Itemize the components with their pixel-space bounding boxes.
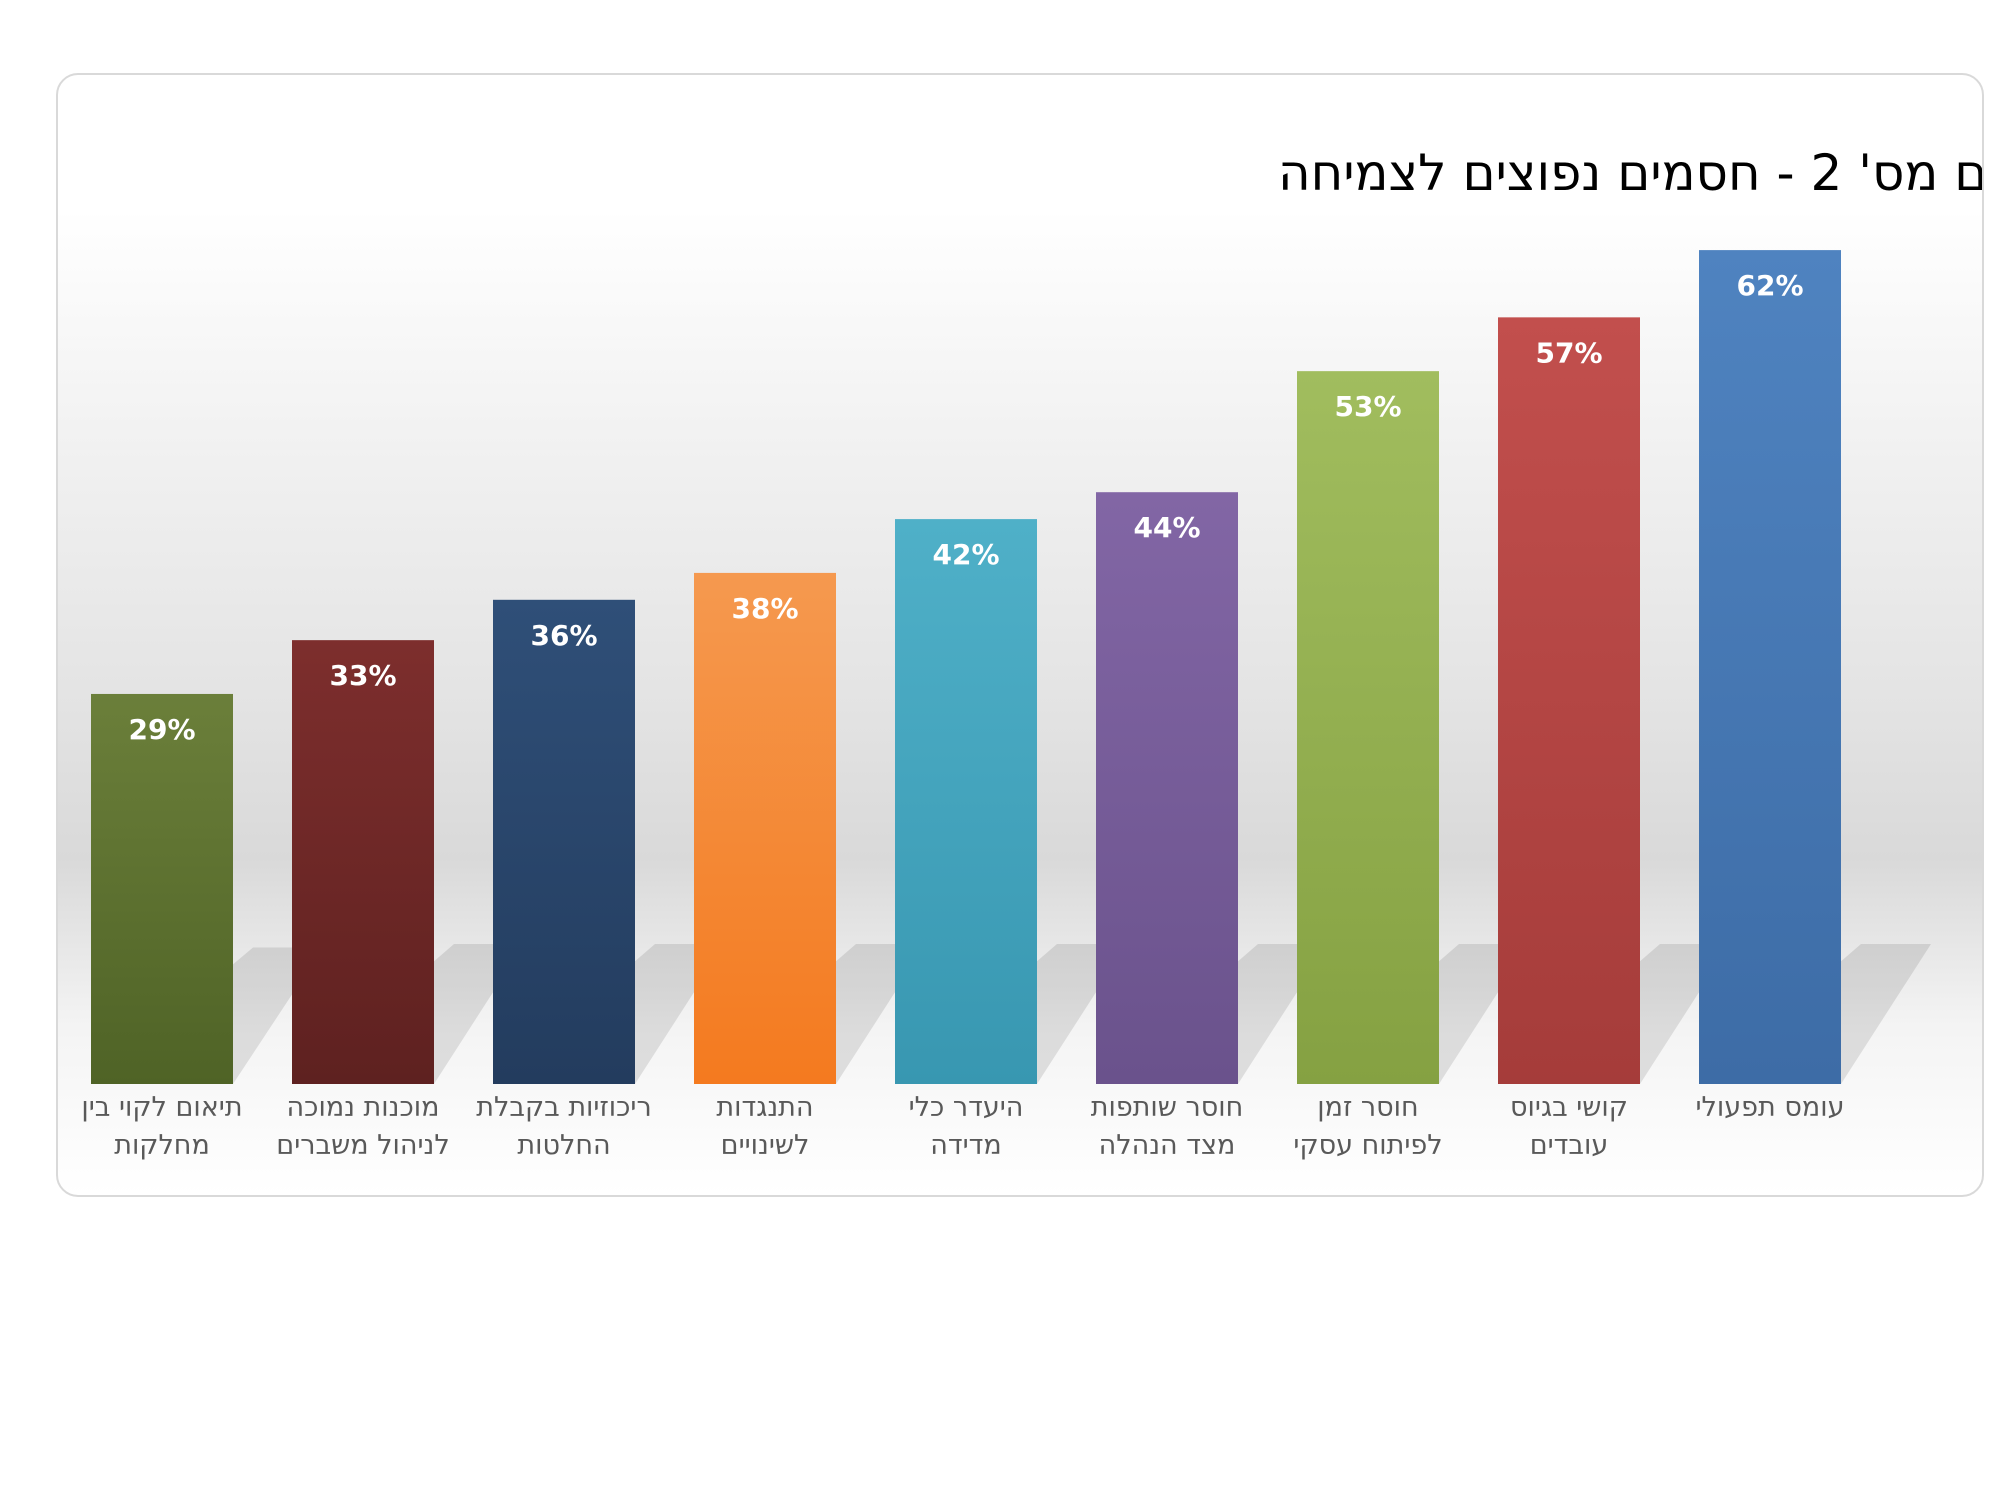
- category-label-line: לשינויים: [721, 1130, 810, 1161]
- category-label-line: לניהול משברים: [276, 1130, 449, 1161]
- category-label: היעדר כלי מדידה: [909, 1092, 1024, 1161]
- category-label-line: עובדים: [1530, 1130, 1609, 1161]
- category-label: תיאום לקוי בין מחלקות: [81, 1092, 242, 1161]
- bar-value-label: 62%: [1736, 269, 1803, 302]
- bar: [1498, 317, 1640, 1085]
- category-label: חוסר שותפות מצד הנהלה: [1091, 1092, 1244, 1161]
- category-label-line: החלטות: [517, 1130, 610, 1161]
- bar: [1096, 492, 1238, 1084]
- bar-value-label: 38%: [731, 592, 798, 625]
- category-label-line: עומס תפעולי: [1696, 1092, 1845, 1123]
- category-label: התנגדות לשינויים: [716, 1092, 813, 1161]
- bar-value-label: 44%: [1133, 511, 1200, 544]
- category-labels-group: תיאום לקוי בין מחלקות מוכנות נמוכה לניהול מ…: [81, 1092, 1844, 1161]
- bar: [1699, 250, 1841, 1085]
- bar-value-label: 53%: [1334, 390, 1401, 423]
- category-label-line: מדידה: [930, 1130, 1002, 1161]
- bar: [694, 572, 836, 1084]
- bar: [292, 640, 434, 1084]
- bar: [91, 693, 233, 1084]
- chart-card: תרשים מס' 2 - חסמים נפוצים לצמיחה 29% 33%…: [56, 73, 1984, 1197]
- bar-value-label: 33%: [329, 659, 396, 692]
- chart-title: תרשים מס' 2 - חסמים נפוצים לצמיחה: [1278, 144, 1984, 202]
- bar-value-label: 29%: [128, 713, 195, 746]
- bar: [895, 519, 1037, 1084]
- category-label-line: קושי בגיוס: [1510, 1092, 1628, 1123]
- bar-chart: תרשים מס' 2 - חסמים נפוצים לצמיחה 29% 33%…: [81, 144, 1984, 1161]
- category-label-line: ריכוזיות בקבלת: [476, 1092, 651, 1123]
- category-label-line: מצד הנהלה: [1099, 1130, 1236, 1161]
- category-label: קושי בגיוס עובדים: [1510, 1092, 1628, 1161]
- category-label-line: היעדר כלי: [909, 1092, 1024, 1123]
- category-label-line: חוסר זמן: [1317, 1092, 1418, 1123]
- category-label: ריכוזיות בקבלת החלטות: [476, 1092, 651, 1161]
- bar-value-label: 36%: [530, 619, 597, 652]
- bar: [1297, 371, 1439, 1084]
- bar-value-label: 57%: [1535, 336, 1602, 369]
- bar: [493, 599, 635, 1084]
- category-label-line: מוכנות נמוכה: [287, 1092, 440, 1123]
- value-labels-group: 29% 33% 36% 38% 42% 44% 53% 57% 62%: [128, 269, 1803, 746]
- category-label-line: מחלקות: [114, 1130, 210, 1161]
- category-label-line: תיאום לקוי בין: [81, 1092, 242, 1123]
- category-label: עומס תפעולי: [1696, 1092, 1845, 1123]
- category-label: חוסר זמן לפיתוח עסקי: [1293, 1092, 1442, 1161]
- bars-group: [91, 250, 1841, 1085]
- category-label-line: התנגדות: [716, 1092, 813, 1123]
- category-label-line: חוסר שותפות: [1091, 1092, 1244, 1123]
- category-label: מוכנות נמוכה לניהול משברים: [276, 1092, 449, 1161]
- category-label-line: לפיתוח עסקי: [1293, 1130, 1442, 1161]
- bar-value-label: 42%: [932, 538, 999, 571]
